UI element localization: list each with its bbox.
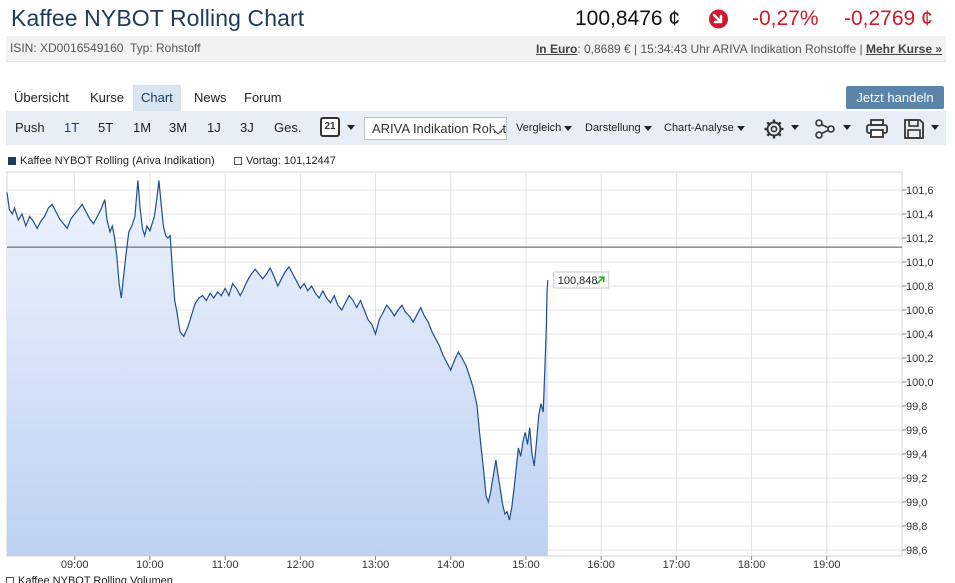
legend-vortag-swatch bbox=[234, 157, 242, 165]
range-ges[interactable]: Ges. bbox=[274, 120, 302, 135]
euro-info: In Euro: 0,8689 € | 15:34:43 Uhr ARIVA I… bbox=[536, 42, 942, 56]
y-tick-label: 100,0 bbox=[906, 377, 934, 389]
caret-icon bbox=[564, 125, 573, 131]
x-tick-label: 19:00 bbox=[813, 559, 841, 571]
calendar-icon[interactable]: 21 bbox=[320, 117, 340, 137]
y-tick-label: 99,6 bbox=[906, 425, 927, 437]
y-axis-ticks: 101,6 101,4 101,2 101,0 100,8 100,6 100,4 100,2… bbox=[902, 185, 934, 557]
y-tick-label: 100,4 bbox=[906, 329, 934, 341]
legend-series: Kaffee NYBOT Rolling (Ariva Indikation) bbox=[8, 155, 215, 167]
down-arrow-icon bbox=[709, 9, 728, 29]
euro-text: : 0,8689 € | 15:34:43 Uhr ARIVA Indikati… bbox=[577, 42, 863, 56]
range-push[interactable]: Push bbox=[15, 120, 45, 135]
y-tick-label: 99,8 bbox=[906, 401, 927, 413]
tab-forum[interactable]: Forum bbox=[244, 90, 282, 105]
x-tick-label: 16:00 bbox=[587, 559, 615, 571]
last-value-label: 100,848 bbox=[553, 271, 610, 289]
legend-vortag: Vortag: 101,12447 bbox=[234, 155, 336, 167]
y-tick-label: 101,2 bbox=[906, 233, 934, 245]
tab-kurse[interactable]: Kurse bbox=[90, 90, 124, 105]
chart-toolbar: Push 1T 5T 1M 3M 1J 3J Ges. 21 ARIVA Ind… bbox=[6, 111, 946, 145]
info-bar: ISIN: XD0016549160 Typ: Rohstoff In Euro… bbox=[6, 36, 946, 62]
save-caret-icon[interactable] bbox=[931, 125, 939, 130]
caret-icon bbox=[736, 125, 745, 131]
y-tick-label: 101,0 bbox=[906, 257, 934, 269]
printer-icon[interactable] bbox=[866, 119, 888, 139]
x-axis-ticks: 09:00 10:00 11:00 12:00 13:00 14:00 15:00 16:00… bbox=[61, 556, 841, 571]
calendar-caret-icon[interactable] bbox=[347, 125, 355, 130]
range-3j[interactable]: 3J bbox=[240, 120, 254, 135]
menu-darstellung-label: Darstellung bbox=[585, 122, 641, 134]
y-tick-label: 98,8 bbox=[906, 521, 927, 533]
y-tick-label: 100,8 bbox=[906, 281, 934, 293]
tab-uebersicht[interactable]: Übersicht bbox=[14, 90, 69, 105]
y-tick-label: 98,6 bbox=[906, 545, 927, 557]
legend-volume: Kaffee NYBOT Rolling Volumen bbox=[6, 575, 173, 583]
legend-series-swatch bbox=[8, 157, 16, 165]
menu-darstellung[interactable]: Darstellung bbox=[585, 111, 652, 145]
save-icon[interactable] bbox=[903, 119, 925, 139]
page-title: Kaffee NYBOT Rolling Chart bbox=[11, 5, 305, 31]
y-tick-label: 101,6 bbox=[906, 185, 934, 197]
range-5t[interactable]: 5T bbox=[98, 120, 114, 135]
menu-vergleich-label: Vergleich bbox=[516, 122, 562, 134]
trade-now-button[interactable]: Jetzt handeln bbox=[846, 86, 944, 109]
x-tick-label: 12:00 bbox=[287, 559, 315, 571]
y-tick-label: 99,4 bbox=[906, 449, 927, 461]
gear-icon[interactable] bbox=[763, 119, 785, 139]
legend-vortag-label: Vortag: 101,12447 bbox=[246, 155, 336, 167]
y-tick-label: 100,6 bbox=[906, 305, 934, 317]
legend-volume-swatch bbox=[6, 577, 14, 583]
network-icon[interactable] bbox=[814, 119, 836, 139]
range-1m[interactable]: 1M bbox=[133, 120, 152, 135]
price-chart[interactable]: 09:00 10:00 11:00 12:00 13:00 14:00 15:00 16:00… bbox=[0, 165, 955, 575]
source-select-value: ARIVA Indikation Rohstoffe bbox=[372, 121, 507, 136]
up-arrow-icon bbox=[596, 276, 605, 285]
network-caret-icon[interactable] bbox=[843, 125, 851, 130]
source-select[interactable]: ARIVA Indikation Rohstoffe bbox=[364, 117, 507, 140]
last-value-text: 100,848 bbox=[558, 275, 598, 287]
menu-chart-analyse[interactable]: Chart-Analyse bbox=[664, 111, 745, 145]
caret-icon bbox=[643, 125, 652, 131]
x-tick-label: 13:00 bbox=[362, 559, 390, 571]
range-1t[interactable]: 1T bbox=[64, 120, 80, 135]
in-euro-link[interactable]: In Euro bbox=[535, 42, 578, 56]
y-tick-label: 99,2 bbox=[906, 473, 927, 485]
tab-chart[interactable]: Chart bbox=[133, 85, 181, 111]
x-tick-label: 11:00 bbox=[212, 559, 239, 571]
change-absolute: -0,2769 ¢ bbox=[844, 7, 933, 30]
last-value-box bbox=[553, 271, 610, 289]
menu-chart-analyse-label: Chart-Analyse bbox=[664, 122, 734, 134]
legend-volume-label: Kaffee NYBOT Rolling Volumen bbox=[18, 575, 173, 583]
y-tick-label: 99,0 bbox=[906, 497, 927, 509]
gear-caret-icon[interactable] bbox=[791, 125, 799, 130]
y-tick-label: 100,2 bbox=[906, 353, 934, 365]
current-price: 100,8476 ¢ bbox=[575, 7, 681, 30]
legend-series-label: Kaffee NYBOT Rolling (Ariva Indikation) bbox=[20, 155, 215, 167]
isin-label: ISIN: XD0016549160 bbox=[10, 41, 124, 55]
price-area bbox=[7, 180, 548, 556]
y-tick-label: 101,4 bbox=[906, 209, 934, 221]
change-percent: -0,27% bbox=[752, 7, 819, 30]
x-tick-label: 09:00 bbox=[61, 559, 89, 571]
x-tick-label: 17:00 bbox=[663, 559, 691, 571]
tab-news[interactable]: News bbox=[194, 90, 227, 105]
x-tick-label: 10:00 bbox=[136, 559, 164, 571]
price-line bbox=[6, 180, 549, 521]
menu-vergleich[interactable]: Vergleich bbox=[516, 111, 573, 145]
type-label: Typ: Rohstoff bbox=[130, 41, 201, 55]
x-tick-label: 14:00 bbox=[437, 559, 465, 571]
more-quotes-link[interactable]: Mehr Kurse » bbox=[865, 42, 942, 56]
x-tick-label: 18:00 bbox=[738, 559, 766, 571]
x-tick-label: 15:00 bbox=[512, 559, 540, 571]
range-1j[interactable]: 1J bbox=[207, 120, 221, 135]
range-3m[interactable]: 3M bbox=[169, 120, 188, 135]
